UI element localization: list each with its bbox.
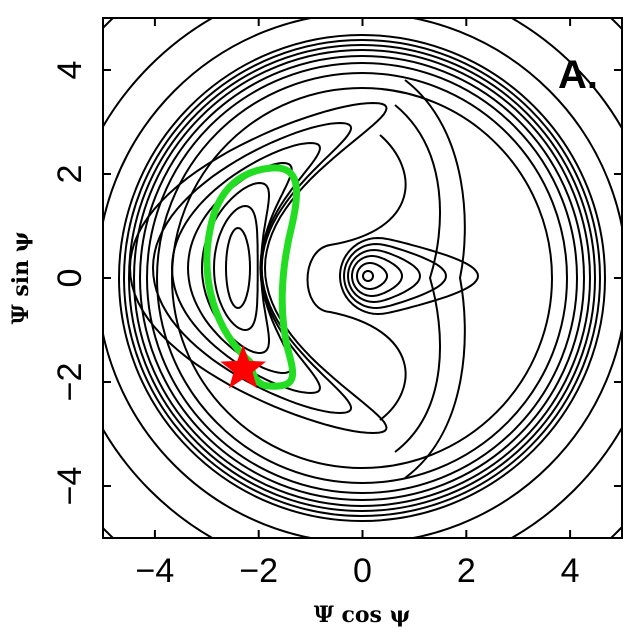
y-tick-label: 4 (51, 61, 89, 80)
x-axis-label: Ψ cos ψ (314, 602, 411, 628)
contour (128, 44, 596, 512)
contour (151, 121, 353, 415)
contour (306, 134, 407, 421)
contour (351, 255, 404, 297)
contour (338, 236, 480, 316)
contour (225, 226, 251, 310)
contour (123, 39, 601, 517)
contour (139, 55, 585, 501)
x-tick-label: −2 (239, 552, 278, 590)
contour (346, 248, 422, 304)
y-tick-label: −4 (51, 467, 89, 506)
contour (146, 62, 578, 494)
contour (170, 141, 321, 395)
star-marker (220, 345, 266, 389)
orbit (203, 164, 300, 390)
contour (362, 270, 374, 282)
x-tick-label: 4 (561, 552, 580, 590)
contour (118, 34, 606, 522)
contour (394, 104, 441, 453)
contour (404, 79, 466, 479)
x-tick-label: 2 (457, 552, 476, 590)
contour (200, 181, 270, 355)
y-tick-label: 0 (51, 269, 89, 288)
contour (171, 87, 553, 469)
x-tick-label: −4 (136, 552, 175, 590)
panel-label: A. (558, 53, 598, 97)
y-tick-label: 2 (51, 165, 89, 184)
contour (212, 204, 259, 332)
contour (342, 242, 448, 310)
contour (356, 262, 388, 290)
y-axis-label: Ψ sin ψ (8, 232, 34, 325)
contour (133, 49, 591, 507)
y-tick-label: −2 (51, 363, 89, 402)
contour (128, 101, 388, 435)
x-tick-label: 0 (353, 552, 372, 590)
contour (186, 161, 293, 375)
contour (156, 72, 568, 484)
contour (103, 18, 622, 538)
orbit-layer (203, 164, 300, 390)
